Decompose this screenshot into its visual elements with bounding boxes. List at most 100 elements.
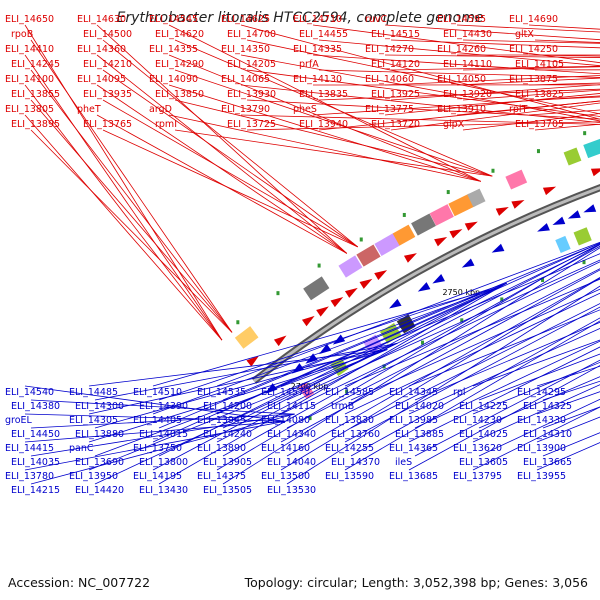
- forward-gene-arrow: [434, 236, 448, 247]
- reverse-gene-label-connector: [24, 413, 286, 422]
- reverse-gene-label-connector: [216, 242, 600, 415]
- marker-tick: [402, 212, 406, 217]
- forward-gene-label: ELI_14625: [221, 14, 270, 25]
- reverse-gene-label: ELI_13985: [389, 415, 438, 426]
- forward-gene-label: argD: [149, 104, 172, 115]
- reverse-gene-label: ELI_14160: [261, 443, 310, 454]
- reverse-gene-label-connector: [30, 413, 295, 485]
- forward-gene-label-connector: [96, 24, 348, 254]
- feature-block: [448, 193, 476, 217]
- forward-gene-label: ELI_14260: [437, 44, 486, 55]
- reverse-gene-label-connector: [24, 420, 286, 443]
- reverse-gene-label: ELI_14540: [5, 387, 54, 398]
- genome-backbone-highlight: [252, 186, 600, 383]
- forward-gene-label-connector: [30, 129, 233, 333]
- reverse-gene-label: ELI_14240: [203, 429, 252, 440]
- reverse-gene-label: ELI_13885: [395, 429, 444, 440]
- forward-gene-label: ELI_14455: [299, 29, 348, 40]
- forward-gene-label: ruvC: [365, 14, 388, 25]
- reverse-gene-label: ELI_13605: [459, 457, 508, 468]
- marker-tick: [308, 416, 312, 421]
- forward-gene-arrow: [449, 229, 463, 239]
- reverse-gene-label: ELI_14485: [69, 387, 118, 398]
- genome-summary: Topology: circular; Length: 3,052,398 bp…: [244, 575, 588, 590]
- reverse-gene-label: ELI_13760: [331, 429, 380, 440]
- marker-tick: [491, 168, 495, 173]
- reverse-gene-label-connector: [30, 413, 295, 457]
- forward-gene-label: ELI_13805: [5, 104, 54, 115]
- marker-tick: [446, 190, 450, 195]
- forward-gene-label: ELI_13930: [227, 89, 276, 100]
- reverse-gene-arrow: [537, 223, 550, 232]
- feature-block: [555, 235, 571, 253]
- forward-gene-label: ELI_14130: [293, 74, 342, 85]
- forward-gene-label-connector: [102, 129, 358, 248]
- reverse-gene-arrow: [552, 216, 566, 226]
- reverse-gene-label: ELI_14585: [325, 387, 374, 398]
- reverse-gene-label-connector: [152, 287, 497, 443]
- reverse-gene-label-connector: [286, 276, 600, 457]
- reverse-gene-label-connector: [216, 243, 600, 443]
- forward-gene-label-connector: [174, 39, 493, 177]
- reverse-gene-label: ELI_14325: [523, 401, 572, 412]
- forward-gene-arrow: [511, 200, 525, 209]
- marker-tick: [460, 318, 464, 323]
- forward-gene-label: ELI_14245: [11, 59, 60, 70]
- forward-gene-label: ELI_13790: [221, 104, 270, 115]
- reverse-gene-label: ELI_13750: [133, 443, 182, 454]
- forward-gene-label-connector: [456, 77, 600, 86]
- forward-gene-label-connector: [462, 39, 600, 44]
- feature-block: [303, 276, 330, 301]
- reverse-gene-label: ELI_13530: [267, 485, 316, 496]
- reverse-gene-label: ELI_13620: [453, 443, 502, 454]
- reverse-gene-label: ELI_14195: [133, 471, 182, 482]
- reverse-gene-label-connector: [94, 342, 398, 485]
- forward-gene-label: ELI_14545: [149, 14, 198, 25]
- reverse-gene-label-connector: [94, 342, 398, 457]
- reverse-gene-label-connector: [414, 359, 600, 457]
- reverse-gene-label: ELI_14345: [389, 387, 438, 398]
- forward-gene-arrow: [246, 355, 259, 367]
- marker-tick: [276, 291, 280, 296]
- forward-gene-label: ELI_14105: [515, 59, 564, 70]
- forward-gene-label: ELI_14065: [221, 74, 270, 85]
- reverse-gene-label: ELI_13665: [523, 457, 572, 468]
- forward-gene-label: glpX: [443, 119, 465, 130]
- reverse-gene-label-connector: [216, 241, 600, 387]
- forward-gene-label: ELI_14205: [227, 59, 276, 70]
- feature-block: [583, 138, 600, 159]
- reverse-gene-label-connector: [414, 340, 600, 429]
- forward-gene-label-connector: [462, 89, 600, 101]
- reverse-gene-label: ELI_14040: [267, 457, 316, 468]
- forward-gene-label-connector: [174, 69, 493, 177]
- forward-gene-label-connector: [24, 54, 223, 341]
- reverse-gene-label-connector: [478, 376, 600, 429]
- forward-gene-label: ELI_13910: [437, 104, 486, 115]
- reverse-gene-label: ELI_14450: [11, 429, 60, 440]
- reverse-gene-label: ELI_13905: [203, 457, 252, 468]
- forward-gene-label-connector: [240, 114, 600, 125]
- reverse-gene-label-connector: [414, 321, 600, 401]
- reverse-gene-label: ELI_14300: [75, 401, 124, 412]
- reverse-gene-label-connector: [344, 306, 600, 443]
- reverse-gene-label: ELI_13590: [325, 471, 374, 482]
- forward-gene-label: ELI_13775: [365, 104, 414, 115]
- forward-gene-arrow: [316, 306, 329, 317]
- reverse-gene-label-connector: [344, 320, 600, 471]
- reverse-gene-label-connector: [158, 282, 507, 429]
- forward-gene-label: ELI_14690: [509, 14, 558, 25]
- forward-gene-label: pheT: [77, 104, 101, 115]
- feature-block: [467, 188, 486, 208]
- reverse-gene-label: ELI_14375: [197, 471, 246, 482]
- forward-gene-label-connector: [168, 24, 481, 182]
- reverse-gene-label-connector: [222, 247, 600, 485]
- reverse-gene-label: ELI_14510: [133, 387, 182, 398]
- forward-gene-label: ELI_13855: [11, 89, 60, 100]
- feature-block: [234, 326, 259, 349]
- forward-gene-label-connector: [318, 88, 600, 101]
- reverse-gene-label: ileS: [395, 457, 412, 468]
- forward-gene-label-connector: [102, 99, 358, 248]
- forward-gene-arrow: [273, 335, 287, 347]
- reverse-gene-label-connector: [350, 303, 600, 429]
- reverse-gene-label: ELI_14035: [11, 457, 60, 468]
